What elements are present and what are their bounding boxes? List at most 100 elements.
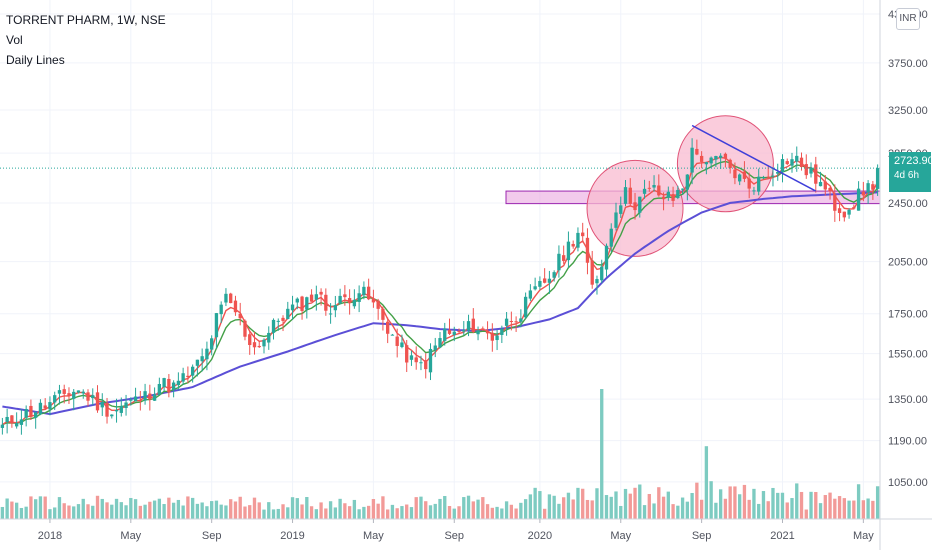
volume-bar: [699, 499, 704, 519]
volume-bar: [419, 496, 423, 519]
candle-body: [400, 342, 404, 348]
candle-body: [133, 396, 138, 402]
volume-bar: [48, 509, 52, 519]
candle-body: [728, 159, 732, 169]
candle-body: [357, 293, 361, 302]
volume-bar: [595, 488, 599, 519]
volume-indicator-label[interactable]: Vol: [6, 33, 23, 47]
symbol-title[interactable]: TORRENT PHARM, 1W, NSE: [6, 13, 166, 27]
volume-bar: [210, 501, 214, 519]
candle-body: [319, 291, 323, 295]
volume-bar: [566, 492, 571, 519]
candle-body: [352, 299, 357, 307]
volume-bar: [619, 505, 623, 519]
price-axis-label: 1750.00: [888, 309, 928, 321]
candle-body: [305, 297, 309, 310]
volume-bar: [138, 505, 142, 519]
volume-bar: [362, 506, 366, 519]
volume-bar: [652, 503, 656, 519]
volume-bar: [785, 502, 789, 519]
candle-body: [866, 183, 870, 193]
candle-body: [195, 359, 200, 366]
resistance-trendline: [691, 124, 817, 192]
volume-bar: [262, 509, 266, 519]
candle-body: [552, 272, 556, 278]
volume-bar: [547, 494, 552, 519]
volume-bar: [590, 500, 594, 519]
volume-bar: [91, 505, 95, 519]
volume-bar: [604, 495, 609, 519]
volume-bar: [833, 498, 837, 519]
volume-bar: [110, 504, 114, 519]
candle-body: [547, 278, 552, 283]
candle-body: [500, 328, 504, 335]
volume-bar: [248, 505, 252, 519]
time-axis-label: 2018: [38, 530, 62, 542]
price-axis-label: 2050.00: [888, 257, 928, 269]
candle-body: [847, 209, 851, 215]
volume-bar: [799, 491, 804, 519]
volume-bar: [119, 502, 123, 519]
volume-bar: [733, 486, 737, 519]
volume-bar: [271, 509, 276, 519]
candle-body: [176, 380, 181, 385]
candle-body: [466, 321, 471, 331]
candle-body: [114, 409, 119, 412]
candle-body: [119, 405, 123, 413]
candle-body: [271, 319, 276, 333]
candle-body: [742, 171, 747, 179]
volume-bar: [171, 502, 176, 519]
currency-badge[interactable]: INR: [896, 8, 920, 30]
candle-body: [771, 175, 775, 177]
candle-body: [362, 286, 366, 296]
candle-body: [157, 383, 162, 395]
volume-bar: [490, 507, 494, 519]
bar-countdown: 4d 6h: [894, 170, 920, 181]
volume-bar: [823, 495, 827, 519]
daily-lines-indicator-label[interactable]: Daily Lines: [6, 53, 65, 67]
volume-bar: [281, 504, 285, 519]
candle-body: [604, 245, 609, 270]
volume-bar: [776, 492, 780, 519]
volume-bar: [200, 502, 204, 519]
volume-bar: [738, 494, 742, 519]
time-axis-label: May: [363, 530, 384, 542]
volume-bar: [709, 481, 713, 519]
candle-body: [381, 308, 385, 320]
volume-bar: [190, 497, 195, 519]
candle-body: [661, 196, 666, 200]
volume-bar: [347, 506, 352, 519]
candle-body: [695, 148, 699, 155]
candle-body: [514, 321, 518, 323]
candle-body: [229, 293, 233, 304]
candle-body: [443, 328, 447, 341]
candle-body: [67, 393, 71, 397]
candle-body: [43, 405, 47, 409]
candle-body: [48, 402, 52, 410]
volume-bar: [152, 500, 157, 519]
candle-body: [633, 202, 637, 211]
candle-body: [290, 304, 295, 311]
candlesticks: [0, 138, 880, 435]
slow-moving-average-line: [2, 191, 878, 416]
volume-bar: [514, 508, 518, 519]
volume-bar: [0, 506, 5, 519]
volume-bar: [666, 491, 670, 519]
volume-bar: [100, 498, 104, 519]
volume-bar: [633, 487, 637, 519]
candle-body: [148, 393, 152, 400]
time-axis-label: 2019: [280, 530, 304, 542]
candle-body: [186, 375, 190, 378]
volume-bar: [576, 487, 580, 519]
candle-body: [171, 382, 176, 390]
candle-body: [0, 424, 5, 428]
volume-bar: [62, 503, 66, 519]
volume-bar: [186, 496, 190, 519]
volume-bar: [818, 503, 823, 519]
candle-body: [262, 339, 266, 347]
volume-bar: [723, 498, 728, 519]
candle-body: [72, 391, 76, 399]
candle-body: [366, 286, 371, 300]
